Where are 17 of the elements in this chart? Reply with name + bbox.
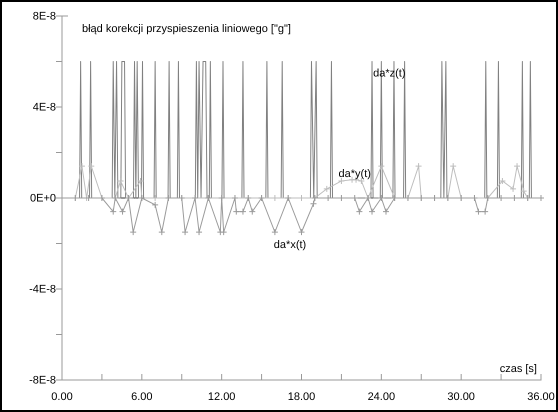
x-tick-label: 36.00 [527, 390, 555, 403]
x-axis-title: czas [s] [500, 363, 537, 375]
x-tick-label: 12.00 [208, 390, 236, 403]
y-tick-label: -4E-8 [29, 284, 56, 296]
x-tick-label: 6.00 [131, 390, 153, 403]
x-tick-label: 18.00 [288, 390, 316, 403]
y-tick-label: 0E+0 [30, 192, 56, 205]
x-tick-label: 24.00 [368, 390, 396, 403]
annotation: da*z(t) [373, 68, 406, 80]
annotation: da*y(t) [338, 168, 371, 180]
y-tick-label: 4E-8 [32, 102, 56, 114]
x-tick-label: 30.00 [447, 390, 475, 403]
y-tick-label: -8E-8 [29, 374, 56, 387]
x-tick-label: 0.00 [51, 390, 73, 403]
annotation: da*x(t) [274, 239, 306, 251]
y-tick-label: 8E-8 [32, 10, 56, 23]
y-axis-title: błąd korekcji przyspieszenia liniowego ["g"] [82, 23, 291, 35]
